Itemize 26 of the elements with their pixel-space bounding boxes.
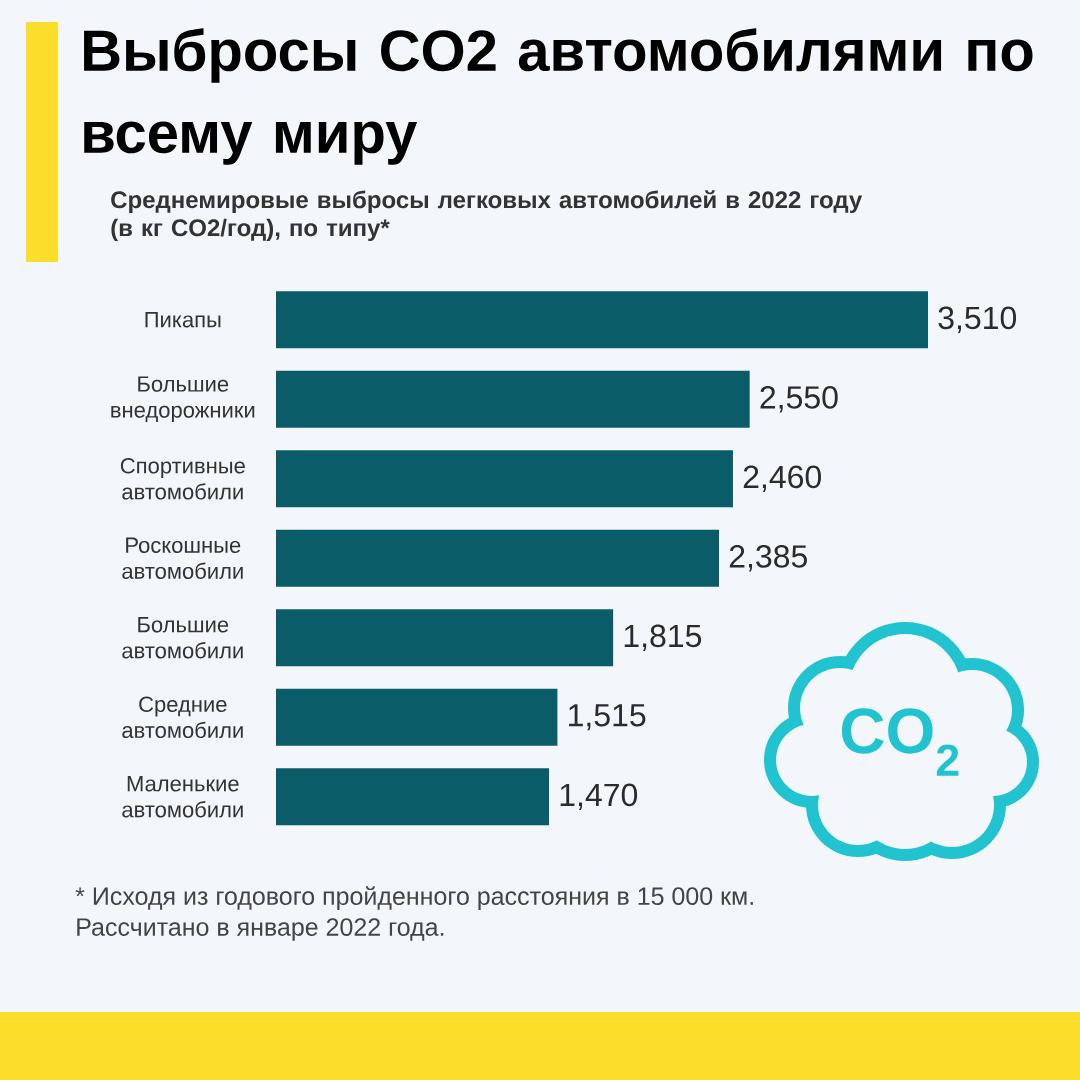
text: Рассчитано в январе 2022 года. [77,918,444,941]
chart-title: Выбросы CO2 автомобилями по всему миру [84,28,1033,165]
bar [276,450,733,508]
chart-subtitle: Среднемировые выбросы легковых автомобилей в 2022 году (в кг CO2/год), по типу* [111,190,863,242]
data-label: 1,815 [624,624,702,651]
data-label: 3,510 [938,306,1017,333]
y-tick-label: Пикапы [145,312,221,328]
data-label: 2,385 [729,545,807,572]
annotation: CO$_{2}$ [841,708,959,776]
text: * Исходя из годового пройденного расстояния в 15 000 км. [75,886,753,910]
data-label: 2,460 [743,465,821,492]
data-label: 1,470 [560,783,638,810]
y-tick-label: Большие автомобили [122,617,243,659]
y-tick-label: Маленькие автомобили [122,776,243,818]
bar [276,768,550,826]
bar [276,370,750,428]
data-label: 1,515 [569,704,646,731]
y-tick-label: Спортивные автомобили [120,457,245,500]
y-tick-label: Большие внедорожники [111,376,255,423]
data-label: 2,550 [760,386,838,413]
bar [276,529,720,587]
y-tick-label: Средние автомобили [122,696,243,739]
bar [276,688,558,746]
bar [276,291,929,349]
y-tick-label: Роскошные автомобили [122,537,243,579]
bar [276,609,614,667]
